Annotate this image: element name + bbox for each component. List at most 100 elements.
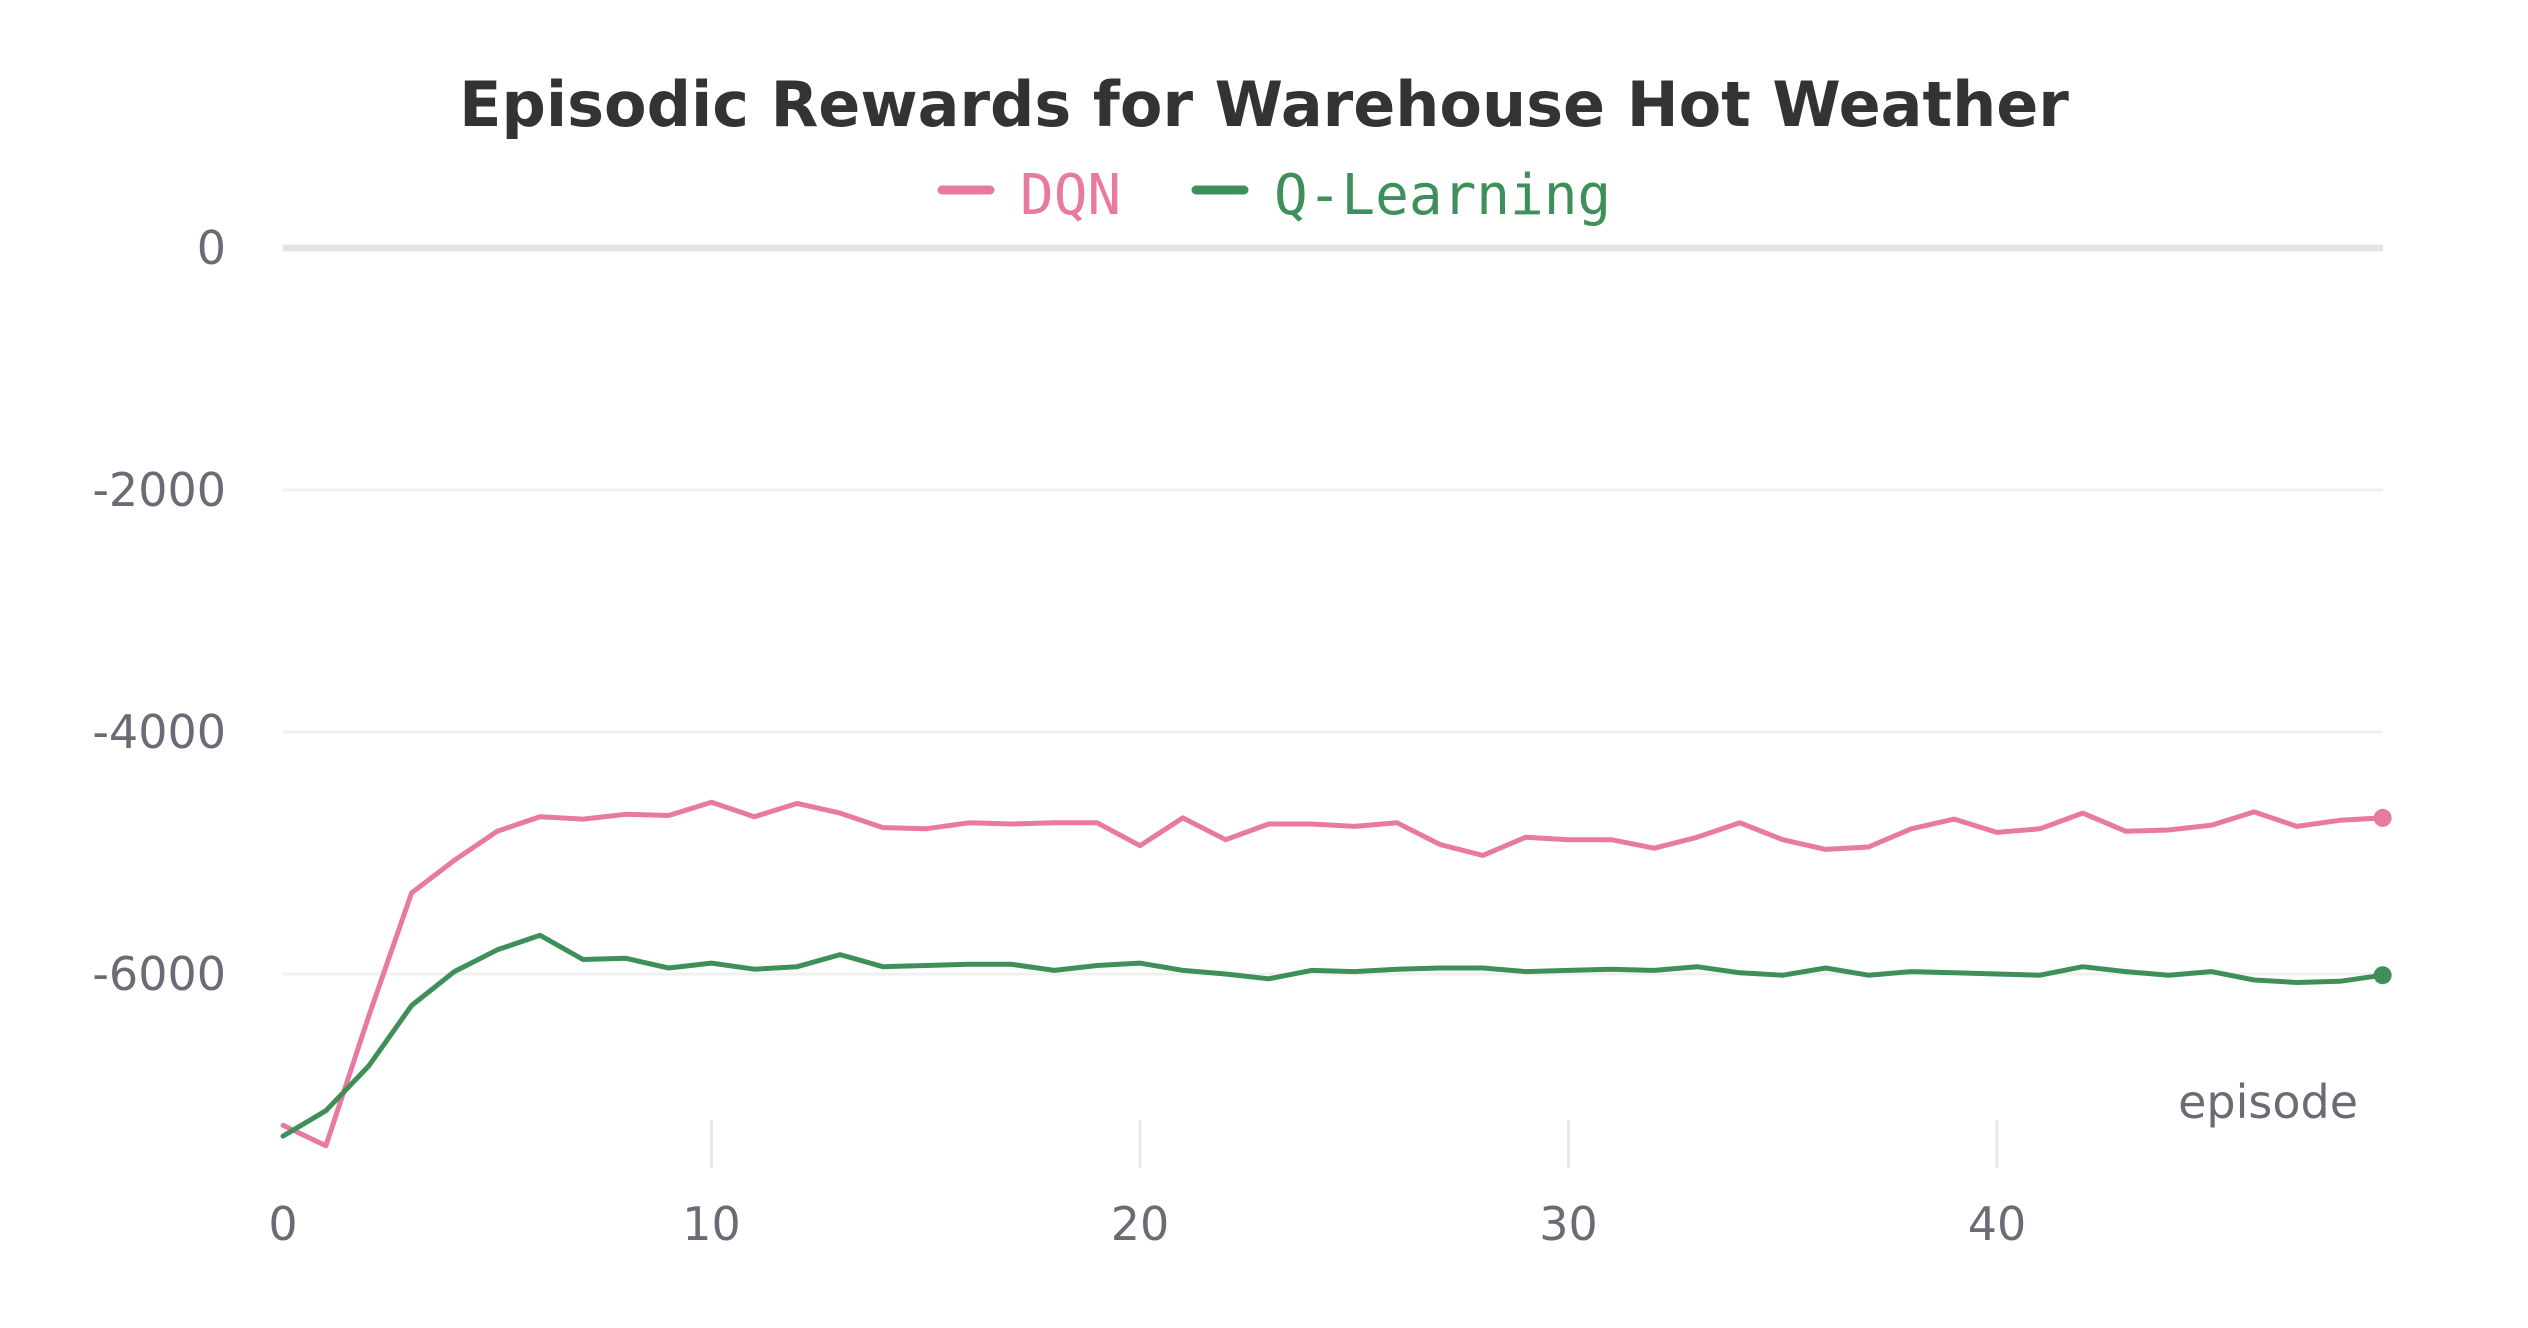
data-point-q-learning — [281, 1134, 285, 1138]
data-point-dqn — [1567, 838, 1571, 842]
data-point-dqn — [1224, 838, 1228, 842]
data-point-q-learning — [1866, 973, 1870, 977]
data-point-q-learning — [1052, 968, 1056, 972]
data-point-q-learning — [710, 961, 714, 965]
y-tick-label: 0 — [197, 221, 226, 275]
data-point-q-learning — [624, 956, 628, 960]
data-point-q-learning — [1609, 967, 1613, 971]
data-point-dqn — [710, 800, 714, 804]
data-point-dqn — [2038, 827, 2042, 831]
data-point-q-learning — [881, 965, 885, 969]
legend-label-dqn: DQN — [1020, 163, 1121, 228]
legend-label-q-learning: Q-Learning — [1274, 163, 1611, 228]
data-point-q-learning — [1909, 970, 1913, 974]
data-point-q-learning — [1652, 968, 1656, 972]
data-point-dqn — [1267, 822, 1271, 826]
data-point-dqn — [1695, 835, 1699, 839]
data-point-dqn — [1652, 846, 1656, 850]
legend-item-q-learning[interactable]: Q-Learning — [1191, 163, 1611, 228]
data-point-q-learning — [1309, 968, 1313, 972]
data-point-q-learning — [1395, 967, 1399, 971]
data-point-q-learning — [1781, 973, 1785, 977]
data-point-dqn — [838, 811, 842, 815]
data-point-dqn — [1052, 821, 1056, 825]
data-point-dqn — [1995, 830, 1999, 834]
series-end-marker-dqn — [2373, 808, 2392, 827]
data-point-q-learning — [2081, 965, 2085, 969]
series-line-q-learning — [280, 932, 2386, 1139]
data-point-dqn — [1866, 845, 1870, 849]
data-point-dqn — [2124, 829, 2128, 833]
data-point-q-learning — [452, 970, 456, 974]
data-point-q-learning — [2124, 970, 2128, 974]
data-point-dqn — [538, 815, 542, 819]
data-point-dqn — [1009, 822, 1013, 826]
data-point-dqn — [324, 1144, 328, 1148]
data-point-q-learning — [924, 964, 928, 968]
chart-title: Episodic Rewards for Warehouse Hot Weath… — [459, 68, 2069, 141]
data-point-dqn — [924, 827, 928, 831]
axes: 0 -2000 -4000 -6000 0 10 20 30 40 — [92, 221, 2026, 1251]
data-point-dqn — [1609, 838, 1613, 842]
data-point-q-learning — [2166, 973, 2170, 977]
data-point-q-learning — [581, 957, 585, 961]
data-point-dqn — [1952, 817, 1956, 821]
data-point-q-learning — [1524, 970, 1528, 974]
data-point-dqn — [495, 829, 499, 833]
data-point-q-learning — [2295, 980, 2299, 984]
x-tick-label: 40 — [1968, 1197, 2027, 1251]
data-point-q-learning — [1481, 966, 1485, 970]
data-point-dqn — [2166, 828, 2170, 832]
data-point-q-learning — [1738, 971, 1742, 975]
data-point-dqn — [2295, 824, 2299, 828]
data-point-dqn — [1438, 843, 1442, 847]
series-line-dqn — [280, 799, 2386, 1149]
data-point-dqn — [1309, 822, 1313, 826]
data-point-q-learning — [1695, 965, 1699, 969]
data-point-q-learning — [2252, 978, 2256, 982]
data-point-q-learning — [1824, 966, 1828, 970]
data-point-q-learning — [1138, 961, 1142, 965]
data-point-q-learning — [1995, 972, 1999, 976]
data-point-dqn — [1481, 853, 1485, 857]
data-point-dqn — [281, 1123, 285, 1127]
data-point-dqn — [2081, 811, 2085, 815]
data-point-dqn — [1824, 847, 1828, 851]
x-tick-label: 0 — [268, 1197, 297, 1251]
data-point-q-learning — [752, 967, 756, 971]
data-point-q-learning — [838, 953, 842, 957]
data-point-q-learning — [1438, 966, 1442, 970]
series — [280, 799, 2392, 1149]
x-tick-label: 20 — [1111, 1197, 1170, 1251]
data-point-q-learning — [667, 966, 671, 970]
y-tick-label: -2000 — [92, 463, 226, 517]
data-point-dqn — [2209, 823, 2213, 827]
data-point-dqn — [452, 858, 456, 862]
data-point-q-learning — [367, 1064, 371, 1068]
data-point-q-learning — [967, 962, 971, 966]
x-axis-label: episode — [2178, 1075, 2358, 1129]
data-point-q-learning — [2038, 973, 2042, 977]
data-point-q-learning — [795, 965, 799, 969]
data-point-dqn — [967, 821, 971, 825]
legend: DQN Q-Learning — [937, 163, 1611, 228]
data-point-dqn — [1524, 835, 1528, 839]
data-point-dqn — [752, 815, 756, 819]
data-point-dqn — [1395, 821, 1399, 825]
data-point-q-learning — [538, 933, 542, 937]
data-point-dqn — [881, 826, 885, 830]
data-point-q-learning — [1267, 977, 1271, 981]
data-point-q-learning — [1181, 968, 1185, 972]
data-point-q-learning — [1567, 968, 1571, 972]
data-point-dqn — [581, 817, 585, 821]
data-point-dqn — [2338, 818, 2342, 822]
data-point-dqn — [1095, 821, 1099, 825]
data-point-dqn — [1781, 838, 1785, 842]
x-tick-label: 30 — [1539, 1197, 1598, 1251]
data-point-q-learning — [2209, 970, 2213, 974]
data-point-dqn — [410, 891, 414, 895]
legend-item-dqn[interactable]: DQN — [937, 163, 1121, 228]
data-point-q-learning — [410, 1003, 414, 1007]
